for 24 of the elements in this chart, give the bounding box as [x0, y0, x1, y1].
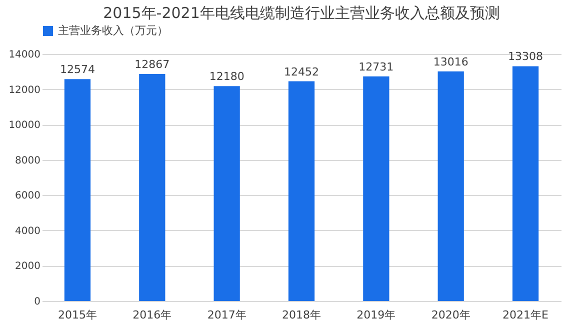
data-label: 13308 — [508, 50, 544, 64]
x-tick-label: 2020年 — [431, 308, 470, 322]
x-tick-label: 2019年 — [356, 308, 396, 322]
data-label: 13016 — [433, 55, 468, 68]
data-label: 12731 — [358, 60, 394, 74]
x-tick-label: 2021年E — [502, 308, 549, 322]
y-tick-label: 6000 — [15, 190, 40, 202]
y-tick-label: 4000 — [15, 226, 40, 237]
x-tick-label: 2017年 — [207, 308, 246, 322]
y-tick-label: 8000 — [15, 155, 40, 166]
y-tick-label: 2000 — [15, 261, 40, 272]
x-tick-label: 2016年 — [132, 308, 172, 322]
data-label: 12867 — [134, 58, 170, 71]
data-label: 12574 — [60, 63, 95, 76]
x-tick-label: 2018年 — [282, 308, 321, 322]
x-tick-label: 2015年 — [58, 308, 97, 322]
y-tick-label: 12000 — [8, 84, 40, 96]
chart-title: 2015年-2021年电线电缆制造行业主营业务收入总额及预测 — [103, 4, 500, 22]
y-tick-label: 10000 — [8, 120, 40, 132]
y-tick-label: 14000 — [8, 50, 40, 60]
y-tick-label: 0 — [34, 296, 40, 308]
data-label: 12452 — [284, 65, 319, 78]
data-label: 12180 — [209, 70, 244, 84]
legend-label: 主营业务收入（万元） — [58, 24, 168, 37]
